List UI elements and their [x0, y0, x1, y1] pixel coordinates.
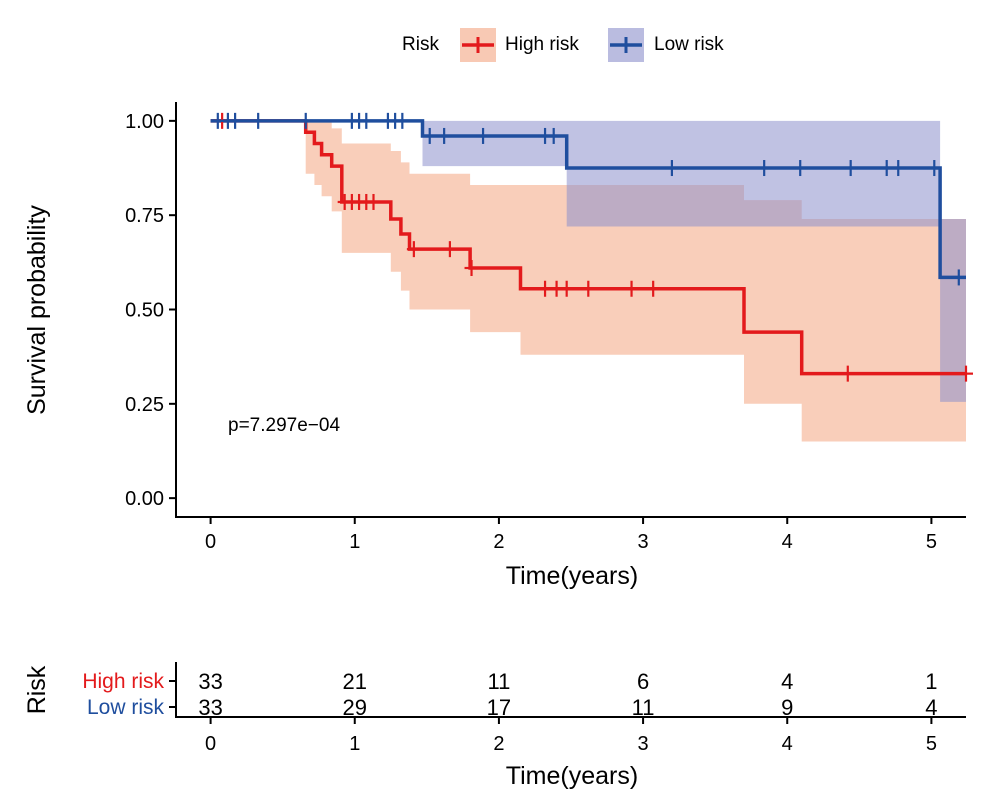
low-risk-censor-mark [757, 160, 772, 177]
risk-table-x-ticks: 0 1 2 3 4 5 [205, 717, 937, 755]
low-risk-ci-band [210, 120, 967, 402]
low-risk-at-risk-count: 33 [198, 695, 222, 720]
legend-label-high-risk: High risk [505, 34, 579, 55]
y-tick-label: 1.00 [125, 111, 164, 133]
high-risk-survival-curve [210, 119, 966, 376]
high-risk-censor-mark [581, 280, 596, 297]
low-risk-censor-mark [951, 269, 966, 286]
low-risk-censor-mark [927, 160, 942, 177]
high-risk-censor-mark [840, 365, 855, 382]
low-risk-at-risk-count: 17 [487, 695, 511, 720]
high-risk-row-label: High risk [82, 670, 164, 693]
risk-table-x-axis-title: Time(years) [506, 762, 638, 790]
legend-label-low-risk: Low risk [654, 34, 724, 55]
high-risk-censor-mark [559, 280, 574, 297]
low-risk-censor-mark [359, 112, 374, 129]
survival-curves [210, 119, 966, 376]
low-risk-at-risk-count: 4 [925, 695, 937, 720]
low-risk-row-label: Low risk [87, 696, 165, 719]
risk-x-tick-label: 1 [349, 733, 360, 755]
low-risk-censor-mark [395, 112, 410, 129]
y-tick-label: 0.25 [125, 394, 164, 416]
low-risk-at-risk-count: 29 [343, 695, 367, 720]
x-tick-label: 0 [205, 531, 216, 553]
high-risk-censor-mark [464, 260, 479, 276]
low-risk-censor-mark [546, 127, 561, 144]
high-risk-censor-mark [646, 280, 661, 297]
censor-marks [210, 112, 973, 382]
x-axis-title: Time(years) [506, 562, 638, 590]
risk-x-tick-label: 0 [205, 733, 216, 755]
low-risk-censor-mark [664, 160, 679, 177]
low-risk-censor-mark [228, 112, 243, 129]
x-tick-label: 5 [926, 531, 937, 553]
risk-table-title: Risk [23, 665, 51, 714]
p-value-label: p=7.297e−04 [228, 415, 340, 436]
high-risk-at-risk-count: 33 [198, 669, 222, 694]
y-tick-label: 0.00 [125, 488, 164, 510]
high-risk-at-risk-count: 21 [343, 669, 367, 694]
x-ticks: 0 1 2 3 4 5 [205, 517, 937, 553]
low-risk-censor-mark [843, 160, 858, 177]
risk-x-tick-label: 5 [926, 733, 937, 755]
x-tick-label: 4 [782, 531, 793, 553]
low-risk-at-risk-count: 11 [632, 695, 655, 720]
high-risk-at-risk-count: 4 [781, 669, 793, 694]
low-risk-censor-mark [298, 112, 313, 129]
high-risk-censor-mark [366, 193, 381, 210]
low-risk-censor-mark [891, 160, 906, 177]
high-risk-at-risk-count: 6 [637, 669, 649, 694]
low-risk-censor-mark [251, 112, 266, 129]
y-tick-label: 0.50 [125, 300, 164, 322]
x-tick-label: 1 [349, 531, 360, 553]
risk-x-tick-label: 2 [493, 733, 504, 755]
high-risk-at-risk-count: 1 [925, 669, 937, 694]
x-tick-label: 2 [493, 531, 504, 553]
x-tick-label: 3 [638, 531, 649, 553]
low-risk-censor-mark [437, 127, 452, 144]
legend-title: Risk [402, 34, 439, 55]
legend: Risk High risk Low risk [402, 28, 724, 62]
y-axis-title: Survival probability [23, 205, 51, 415]
y-ticks: 0.00 0.25 0.50 0.75 1.00 [125, 111, 176, 510]
low-risk-censor-mark [793, 160, 808, 177]
high-risk-censor-mark [442, 241, 457, 258]
high-risk-censor-mark [406, 241, 421, 258]
y-tick-label: 0.75 [125, 205, 164, 227]
high-risk-censor-mark [959, 365, 973, 382]
low-risk-survival-curve [210, 119, 966, 280]
high-risk-at-risk-count: 11 [487, 669, 510, 694]
low-risk-censor-mark [476, 127, 491, 144]
low-risk-at-risk-count: 9 [781, 695, 793, 720]
risk-x-tick-label: 3 [638, 733, 649, 755]
risk-x-tick-label: 4 [782, 733, 793, 755]
high-risk-censor-mark [624, 280, 639, 297]
low-risk-censor-mark [422, 127, 437, 144]
